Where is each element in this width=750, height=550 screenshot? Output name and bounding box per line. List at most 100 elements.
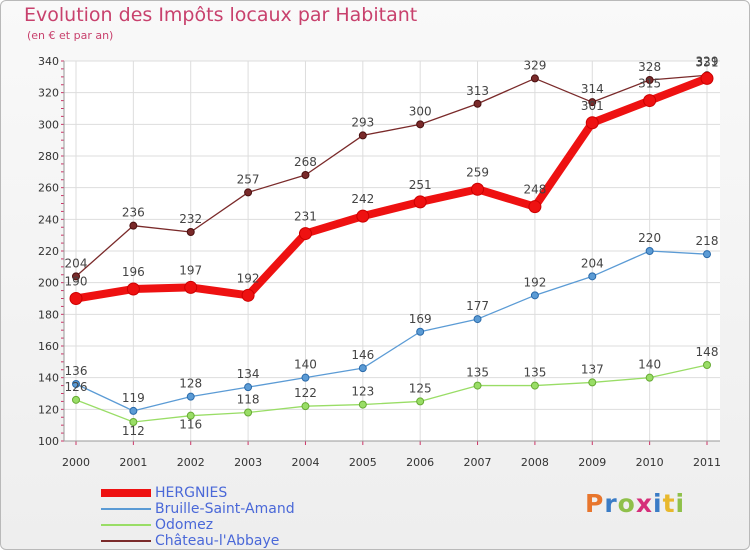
data-label: 135 — [523, 366, 546, 380]
data-label: 242 — [351, 192, 374, 206]
data-point-1 — [186, 392, 195, 401]
data-point-2 — [645, 373, 654, 382]
data-label: 137 — [581, 362, 604, 376]
data-label: 190 — [65, 275, 88, 289]
data-point-0 — [184, 280, 198, 294]
y-tick-label: 340 — [38, 55, 59, 68]
data-label: 169 — [409, 312, 432, 326]
data-point-0 — [585, 116, 599, 130]
data-label: 196 — [122, 265, 145, 279]
x-tick-label: 2009 — [578, 456, 606, 469]
data-point-0 — [298, 227, 312, 241]
y-tick-label: 220 — [38, 245, 59, 258]
y-tick-label: 120 — [38, 403, 59, 416]
data-label: 329 — [696, 54, 719, 68]
data-point-2 — [588, 378, 597, 387]
data-label: 204 — [581, 256, 604, 270]
data-label: 135 — [466, 366, 489, 380]
data-point-0 — [69, 292, 83, 305]
data-point-3 — [72, 272, 80, 281]
chart-subtitle: (en € et par an) — [27, 29, 114, 42]
legend-label-hergnies: HERGNIES — [155, 485, 228, 501]
x-tick-label: 2007 — [464, 456, 492, 469]
data-point-3 — [186, 228, 195, 236]
data-point-1 — [588, 272, 597, 281]
data-label: 192 — [237, 271, 260, 285]
data-point-1 — [703, 250, 711, 259]
data-point-3 — [358, 131, 367, 140]
logo-letter: i — [675, 489, 686, 518]
y-tick-label: 320 — [38, 87, 59, 100]
legend-item-odomez: Odomez — [101, 517, 361, 533]
data-point-1 — [301, 373, 310, 382]
legend-label-bruille: Bruille-Saint-Amand — [155, 501, 295, 517]
data-label: 251 — [409, 178, 432, 192]
logo-letter: r — [604, 489, 618, 518]
data-point-0 — [356, 209, 370, 223]
data-point-0 — [413, 195, 427, 209]
chart-title: Evolution des Impôts locaux par Habitant — [24, 4, 418, 26]
data-label: 177 — [466, 299, 489, 313]
logo-letter: i — [653, 489, 663, 518]
data-point-2 — [416, 397, 425, 406]
legend-label-chateau: Château-l'Abbaye — [155, 533, 280, 549]
data-label: 232 — [179, 212, 202, 226]
logo-letter: o — [617, 489, 636, 518]
data-point-2 — [301, 402, 310, 411]
data-point-2 — [186, 411, 195, 420]
data-point-0 — [126, 282, 140, 296]
data-label: 218 — [696, 234, 719, 248]
y-tick-label: 180 — [38, 308, 59, 321]
data-label: 329 — [523, 58, 546, 72]
x-tick-label: 2002 — [177, 456, 205, 469]
x-tick-label: 2003 — [234, 456, 262, 469]
series-line-2 — [75, 364, 708, 423]
series-line-0 — [72, 74, 711, 303]
proxiti-logo: Proxiti — [585, 489, 685, 518]
x-tick-label: 2001 — [119, 456, 147, 469]
data-label: 122 — [294, 386, 317, 400]
data-point-1 — [358, 364, 367, 373]
x-tick-label: 2005 — [349, 456, 377, 469]
series-line-1 — [75, 250, 708, 412]
data-label: 293 — [351, 115, 374, 129]
y-tick-label: 160 — [38, 340, 59, 353]
data-point-2 — [358, 400, 367, 409]
data-point-0 — [700, 71, 714, 85]
data-label: 301 — [581, 99, 604, 113]
data-point-3 — [129, 221, 138, 230]
data-point-1 — [645, 247, 654, 255]
data-point-3 — [645, 76, 654, 84]
data-point-1 — [72, 380, 80, 388]
data-label: 248 — [523, 183, 546, 197]
data-point-2 — [72, 395, 80, 404]
y-tick-label: 140 — [38, 372, 59, 385]
data-label: 136 — [65, 364, 88, 378]
data-label: 112 — [122, 424, 145, 438]
y-tick-label: 100 — [38, 435, 59, 448]
data-point-3 — [588, 98, 597, 107]
data-point-1 — [530, 291, 539, 300]
data-point-2 — [129, 418, 138, 426]
data-label: 300 — [409, 104, 432, 118]
data-label: 148 — [696, 345, 719, 359]
x-tick-label: 2008 — [521, 456, 549, 469]
logo-letter: t — [662, 489, 676, 518]
x-tick-label: 2004 — [291, 456, 319, 469]
logo-letter: x — [635, 489, 653, 518]
data-label: 118 — [237, 393, 260, 407]
data-label: 140 — [294, 358, 317, 372]
y-tick-label: 280 — [38, 150, 59, 163]
data-label: 128 — [179, 377, 202, 391]
data-label: 204 — [65, 256, 88, 270]
data-point-3 — [416, 120, 425, 129]
data-label: 140 — [638, 358, 661, 372]
legend-swatch-chateau — [101, 540, 151, 542]
data-label: 236 — [122, 206, 145, 220]
data-label: 220 — [638, 231, 661, 245]
y-tick-label: 240 — [38, 213, 59, 226]
data-label: 231 — [294, 210, 317, 224]
y-tick-label: 260 — [38, 182, 59, 195]
data-label: 192 — [523, 275, 546, 289]
